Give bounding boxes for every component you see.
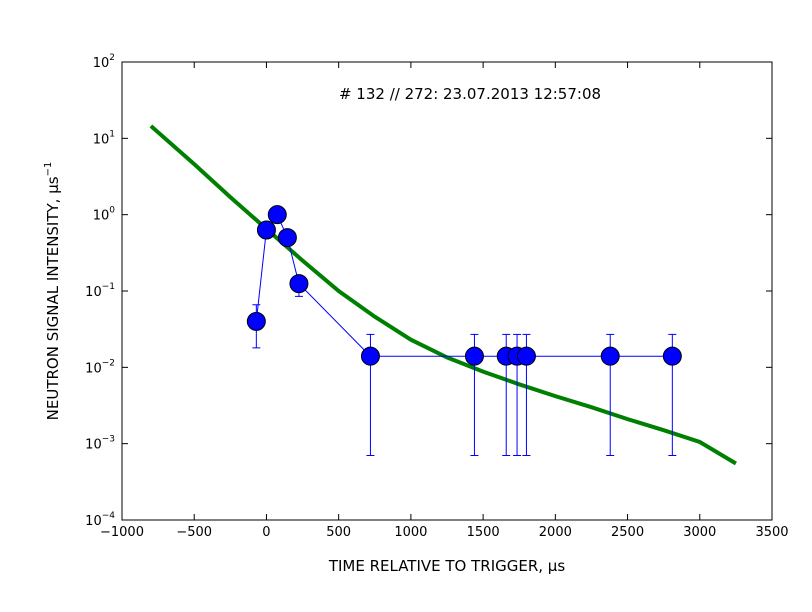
y-tick-base: 10 [93,56,110,71]
y-tick-base: 10 [85,361,102,376]
data-point [516,346,536,366]
x-tick-label: 2500 [611,525,644,540]
y-tick-base: 10 [85,438,102,453]
y-tick-exponent: 0 [109,206,115,216]
measurement-group [246,205,682,456]
x-tick-label: 2000 [539,525,572,540]
y-tick-exponent: 1 [109,129,115,139]
chart-annotation: # 132 // 272: 23.07.2013 12:57:08 [339,85,601,103]
x-tick-label: 3000 [683,525,716,540]
y-tick-base: 10 [93,132,110,147]
axis-ticks: −1000 −500 0 500 1000 1500 2000 2500 3000 350010−… [85,53,788,540]
x-axis-label: TIME RELATIVE TO TRIGGER, μs [328,557,566,575]
y-tick-base: 10 [85,514,102,529]
y-axis-label-group: NEUTRON SIGNAL INTENSITY, μs−1 [43,162,62,421]
data-point [246,311,266,331]
y-axis-label: NEUTRON SIGNAL INTENSITY, μs−1 [43,162,62,421]
y-tick-label: 102 [93,53,115,71]
x-tick-label: 0 [262,525,270,540]
x-tick-label: −1000 [100,525,144,540]
x-tick-label: 1500 [467,525,500,540]
data-point [289,274,309,294]
data-point [267,205,287,225]
y-tick-label: 10−3 [85,435,115,453]
y-tick-exponent: −4 [102,511,116,521]
y-tick-exponent: −2 [102,358,115,368]
x-tick-label: 1000 [394,525,427,540]
y-tick-exponent: −1 [102,282,115,292]
y-tick-label: 101 [93,129,115,147]
y-tick-exponent: 2 [109,53,115,63]
x-tick-label: 500 [326,525,351,540]
data-point [600,346,620,366]
y-tick-label: 100 [93,206,116,224]
x-tick-label: −500 [176,525,212,540]
y-tick-label: 10−1 [85,282,115,300]
data-point [256,220,276,240]
data-point [360,346,380,366]
y-tick-exponent: −3 [102,435,115,445]
data-point [662,346,682,366]
y-tick-label: 10−4 [85,511,115,529]
fit-curve-group [149,124,737,466]
fit-curve [149,124,737,466]
y-tick-base: 10 [85,285,102,300]
y-tick-label: 10−2 [85,358,115,376]
x-tick-label: 3500 [755,525,788,540]
plot-frame [121,61,773,521]
data-point [464,346,484,366]
data-point [277,228,297,248]
y-tick-base: 10 [93,209,110,224]
